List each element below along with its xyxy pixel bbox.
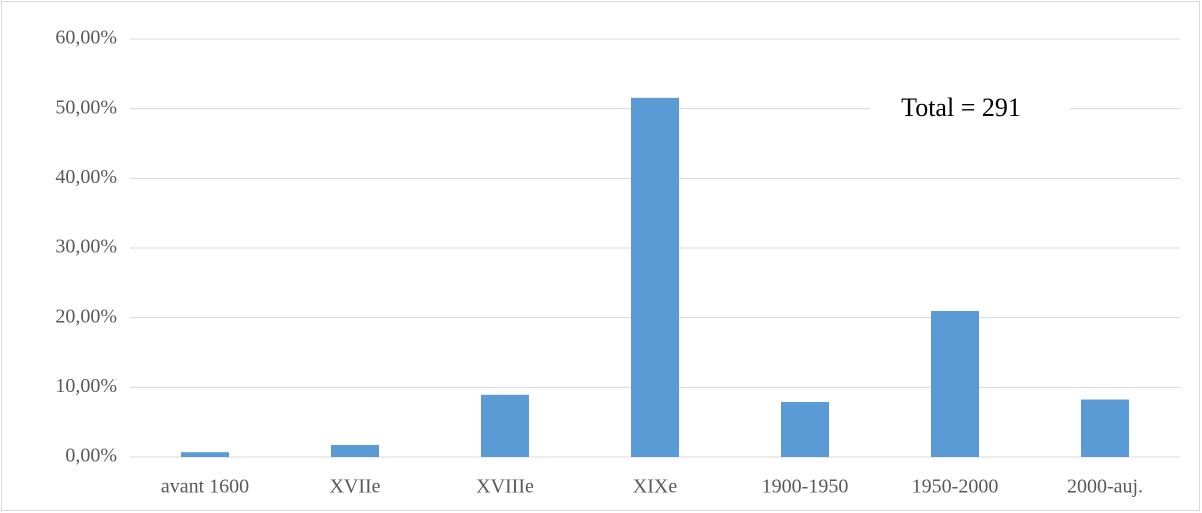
x-tick-label: XVIIe — [329, 476, 380, 498]
bar — [481, 394, 529, 457]
x-tick-label: 1900-1950 — [762, 476, 849, 498]
y-tick-label: 40,00% — [55, 166, 117, 188]
x-tick-label: 2000-auj. — [1067, 476, 1143, 498]
annotation: Total = 291 — [901, 93, 1021, 122]
y-tick-label: 20,00% — [55, 305, 117, 327]
bar — [781, 401, 829, 457]
y-tick-label: 60,00% — [55, 27, 117, 49]
bar — [631, 97, 679, 457]
bar — [181, 452, 229, 457]
y-tick-label: 0,00% — [65, 445, 117, 467]
x-tick-label: 1950-2000 — [912, 476, 999, 498]
annotation-background — [870, 92, 1070, 128]
bar — [1081, 399, 1129, 457]
x-tick-label: avant 1600 — [161, 476, 249, 498]
y-tick-label: 30,00% — [55, 236, 117, 258]
bar — [931, 310, 979, 457]
y-tick-label: 50,00% — [55, 96, 117, 118]
y-tick-label: 10,00% — [55, 375, 117, 397]
x-tick-label: XIXe — [633, 476, 678, 498]
bar — [331, 445, 379, 457]
x-tick-label: XVIIIe — [476, 476, 534, 498]
